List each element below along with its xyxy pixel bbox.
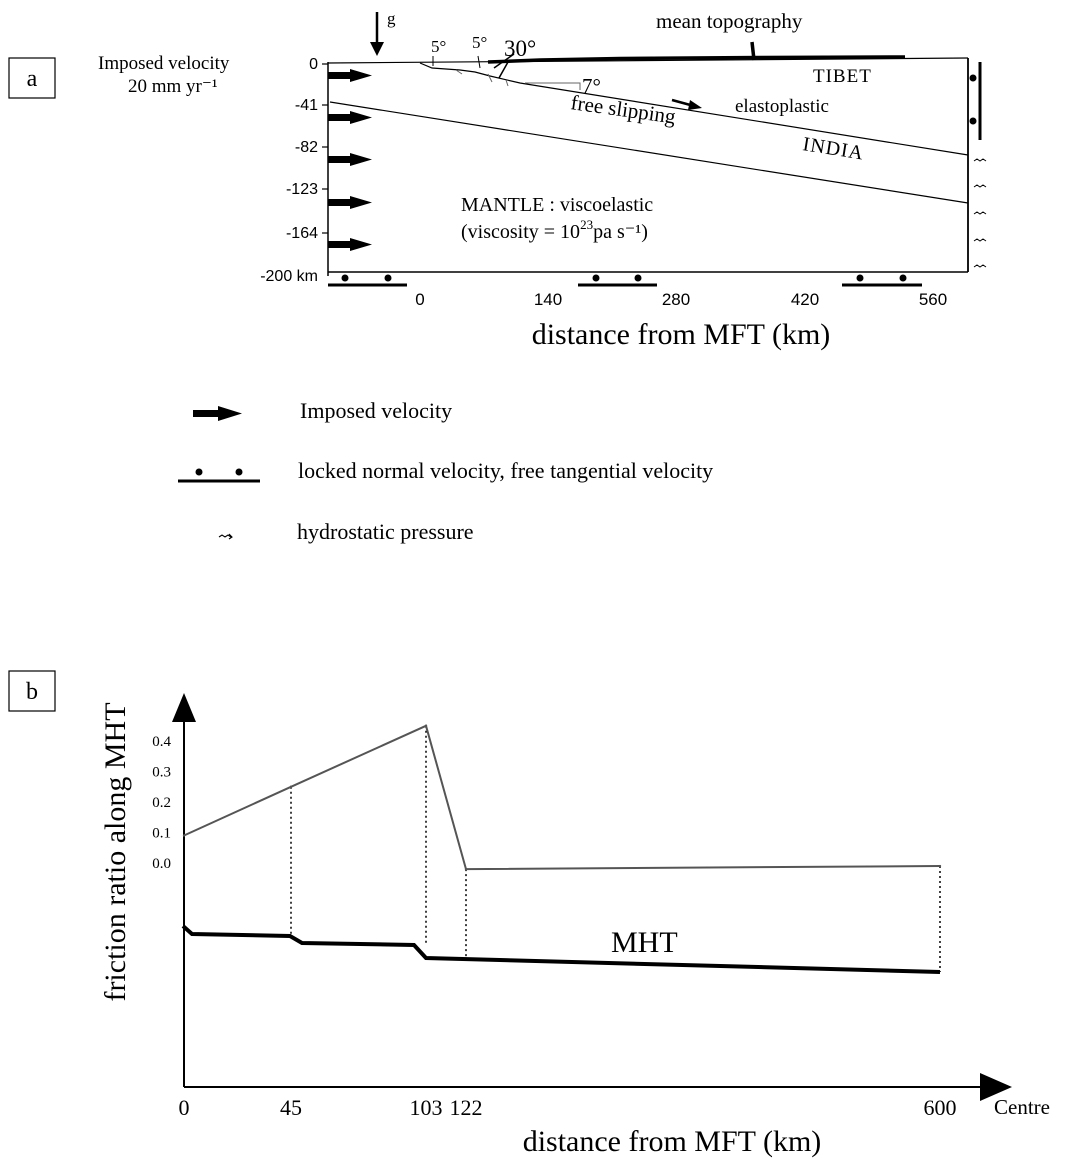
free-slipping-label: free slipping (569, 90, 677, 129)
imposed-velocity-arrows (328, 69, 372, 251)
gravity-arrow-icon (370, 12, 384, 56)
depth-tick-164: -164 (286, 225, 318, 242)
depth-tick-41: -41 (295, 97, 318, 114)
mantle-label: MANTLE : viscoelastic (461, 194, 653, 216)
panel-a-xlabel: distance from MFT (km) (532, 318, 831, 351)
elastoplastic-label: elastoplastic (735, 96, 829, 117)
friction-point (424, 724, 428, 727)
legend-hydrostatic-icon (218, 533, 233, 540)
viscosity-prefix: (viscosity = 10 (461, 221, 580, 243)
velocity-arrow-icon (328, 238, 372, 251)
panel-b-tag-box (8, 670, 56, 712)
legend-hydrostatic: hydrostatic pressure (297, 519, 474, 544)
depth-tick-200: -200 km (260, 268, 318, 285)
right-hydrostatic-marks (973, 158, 987, 268)
legend-locked: locked normal velocity, free tangential … (298, 458, 713, 483)
velocity-arrow-icon (328, 196, 372, 209)
slip-arrow-icon (671, 98, 702, 110)
distance-tick-280: 280 (662, 290, 690, 309)
y-tick-label: 0.2 (152, 795, 171, 811)
friction-point (289, 785, 293, 788)
panel-b-tag: b (26, 679, 38, 705)
viscosity-exponent: 23 (580, 217, 593, 232)
thrust-30-line (493, 53, 515, 69)
hydrostatic-icon (973, 184, 987, 188)
legend-imposed-velocity: Imposed velocity (300, 398, 452, 423)
x-ticks: 0 45 103 122 600 (179, 1095, 957, 1120)
y-ticks: 0.4 0.3 0.2 0.1 0.0 (152, 734, 171, 872)
velocity-arrow-icon (328, 111, 372, 124)
viscosity-label: (viscosity = 1023pa s⁻¹) (461, 217, 648, 243)
angle-label-7: 7° (582, 74, 601, 98)
thrust-30-line-2 (498, 61, 509, 79)
hydrostatic-icon (973, 158, 987, 162)
imposed-velocity-label: Imposed velocity (98, 53, 230, 74)
y-tick-label: 0.1 (152, 826, 171, 842)
distance-tick-560: 560 (919, 290, 947, 309)
panel-b: b friction ratio along MHT 0.40.30.20.10… (8, 670, 1050, 1158)
depth-tick-0: 0 (309, 56, 318, 73)
india-crust-base (329, 101, 969, 204)
y-axis-arrow-icon (172, 693, 196, 722)
friction-point (182, 834, 186, 837)
depth-tick-82: -82 (295, 139, 318, 156)
distance-tick-0: 0 (415, 290, 424, 309)
x-tick-label: 103 (410, 1095, 443, 1120)
distance-tick-140: 140 (534, 290, 562, 309)
angle-label-5a: 5° (431, 37, 446, 56)
panel-a: a g mean topography Imposed velocity 20 … (8, 9, 987, 351)
friction-point (464, 867, 468, 871)
x-axis-arrow-icon (980, 1073, 1012, 1101)
velocity-arrow-icon (328, 153, 372, 166)
panel-a-tag-box (8, 57, 56, 99)
x-tick-label: 600 (924, 1095, 957, 1120)
angle-marker-b (477, 55, 481, 69)
dotted-guides (290, 725, 941, 972)
depth-tick-marks (322, 63, 328, 234)
hydrostatic-icon (973, 264, 987, 268)
right-locked-dot (969, 74, 977, 82)
distance-tick-420: 420 (791, 290, 819, 309)
y-tick-label: 0.3 (152, 765, 171, 781)
friction-ratio-series (183, 724, 941, 871)
india-label: INDIA (801, 133, 865, 164)
mean-topography-label: mean topography (656, 9, 803, 33)
mean-topography-curve (487, 55, 906, 64)
ramp-detail (455, 69, 581, 90)
hydrostatic-icon (973, 211, 987, 215)
tibet-label: TIBET (813, 66, 872, 87)
depth-tick-123: -123 (286, 181, 318, 198)
imposed-velocity-value: 20 mm yr⁻¹ (128, 76, 218, 97)
x-end-label: Centre (994, 1095, 1050, 1119)
angle-label-30: 30° (504, 36, 536, 61)
panel-a-tag: a (27, 66, 38, 92)
right-locked-dot (969, 117, 977, 125)
gravity-label: g (387, 9, 396, 28)
friction-point (938, 864, 942, 868)
bottom-locked-bars (328, 274, 922, 287)
viscosity-unit: pa s⁻¹) (593, 221, 648, 243)
mht-fault-trace (419, 62, 969, 156)
y-tick-label: 0.0 (152, 856, 171, 872)
x-tick-label: 0 (179, 1095, 190, 1120)
legend: Imposed velocity locked normal velocity,… (178, 398, 713, 544)
hydrostatic-icon (973, 238, 987, 242)
y-tick-label: 0.4 (152, 734, 171, 750)
legend-arrow-icon (193, 406, 242, 421)
panel-b-xlabel: distance from MFT (km) (523, 1125, 822, 1158)
x-tick-label: 122 (450, 1095, 483, 1120)
x-tick-label: 45 (280, 1095, 302, 1120)
friction-points (182, 724, 942, 871)
panel-b-ylabel: friction ratio along MHT (99, 702, 132, 1001)
velocity-arrow-icon (328, 69, 372, 82)
legend-locked-icon (178, 468, 260, 483)
angle-label-5b: 5° (472, 33, 487, 52)
mht-label: MHT (611, 926, 678, 959)
mht-profile (181, 924, 941, 974)
